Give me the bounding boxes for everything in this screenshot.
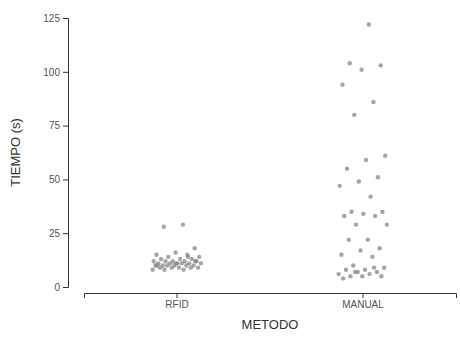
point bbox=[165, 263, 169, 267]
point bbox=[373, 214, 377, 218]
y-tick: 25 bbox=[49, 228, 68, 239]
point bbox=[152, 259, 156, 263]
point bbox=[166, 255, 170, 259]
point bbox=[379, 274, 383, 278]
point bbox=[336, 272, 340, 276]
point bbox=[380, 209, 384, 213]
point bbox=[199, 261, 203, 265]
point bbox=[352, 113, 356, 117]
point bbox=[340, 83, 344, 87]
point bbox=[159, 257, 163, 261]
point bbox=[342, 214, 346, 218]
point bbox=[181, 268, 185, 272]
x-axis-title: METODO bbox=[242, 317, 299, 332]
point bbox=[360, 274, 364, 278]
x-tick: MANUAL bbox=[342, 293, 384, 310]
y-tick-label: 0 bbox=[54, 282, 60, 293]
point bbox=[375, 270, 379, 274]
point bbox=[173, 250, 177, 254]
point bbox=[379, 63, 383, 67]
x-axis-line bbox=[85, 294, 457, 299]
point bbox=[358, 248, 362, 252]
point bbox=[155, 263, 159, 267]
point bbox=[193, 259, 197, 263]
point bbox=[363, 268, 367, 272]
point bbox=[163, 259, 167, 263]
y-tick-label: 25 bbox=[49, 228, 61, 239]
point bbox=[150, 268, 154, 272]
y-tick: 125 bbox=[43, 13, 68, 24]
point bbox=[177, 265, 181, 269]
y-tick: 75 bbox=[49, 120, 68, 131]
point bbox=[385, 222, 389, 226]
point bbox=[377, 246, 381, 250]
point bbox=[349, 209, 353, 213]
point bbox=[359, 67, 363, 71]
point bbox=[351, 263, 355, 267]
point bbox=[162, 268, 166, 272]
point bbox=[338, 184, 342, 188]
point bbox=[347, 237, 351, 241]
y-tick-mark bbox=[63, 179, 68, 180]
y-tick-label: 100 bbox=[43, 67, 60, 78]
point bbox=[154, 253, 158, 257]
point bbox=[353, 270, 357, 274]
y-axis: 0 25 50 75 100 125 bbox=[43, 13, 68, 293]
point bbox=[189, 265, 193, 269]
point bbox=[170, 265, 174, 269]
point bbox=[180, 261, 184, 265]
y-tick: 50 bbox=[49, 174, 68, 185]
point bbox=[376, 175, 380, 179]
point bbox=[348, 274, 352, 278]
y-tick-label: 75 bbox=[49, 120, 61, 131]
y-tick: 0 bbox=[54, 282, 68, 293]
point bbox=[181, 222, 185, 226]
point bbox=[348, 61, 352, 65]
point bbox=[174, 261, 178, 265]
point bbox=[382, 265, 386, 269]
x-axis: RFID MANUAL bbox=[85, 293, 457, 310]
point bbox=[162, 225, 166, 229]
point bbox=[178, 257, 182, 261]
y-axis-title: TIEMPO (s) bbox=[8, 118, 23, 187]
point bbox=[339, 253, 343, 257]
point bbox=[383, 154, 387, 158]
chart: 0 25 50 75 100 125 RFID MANUAL METODO TIEMPO (s) bbox=[0, 0, 460, 338]
point bbox=[371, 100, 375, 104]
points bbox=[150, 22, 389, 280]
x-tick-label: MANUAL bbox=[342, 299, 384, 310]
y-tick: 100 bbox=[43, 67, 68, 78]
point bbox=[197, 255, 201, 259]
y-tick-label: 125 bbox=[43, 13, 60, 24]
point bbox=[341, 276, 345, 280]
point bbox=[345, 166, 349, 170]
point bbox=[196, 265, 200, 269]
y-tick-mark bbox=[63, 287, 68, 288]
point bbox=[367, 272, 371, 276]
point bbox=[193, 246, 197, 250]
point bbox=[366, 237, 370, 241]
x-tick-mark bbox=[363, 293, 364, 298]
point bbox=[361, 212, 365, 216]
x-tick-mark bbox=[177, 293, 178, 298]
x-tick: RFID bbox=[165, 293, 188, 310]
y-tick-mark bbox=[63, 126, 68, 127]
point bbox=[370, 255, 374, 259]
point bbox=[372, 265, 376, 269]
y-tick-label: 50 bbox=[49, 174, 61, 185]
point bbox=[354, 222, 358, 226]
point bbox=[367, 22, 371, 26]
y-tick-mark bbox=[63, 72, 68, 73]
y-tick-mark bbox=[63, 18, 68, 19]
point bbox=[357, 179, 361, 183]
y-tick-mark bbox=[63, 233, 68, 234]
x-tick-label: RFID bbox=[165, 299, 188, 310]
y-axis-line bbox=[63, 19, 69, 288]
point bbox=[344, 268, 348, 272]
point bbox=[364, 158, 368, 162]
point bbox=[186, 255, 190, 259]
point bbox=[184, 263, 188, 267]
point bbox=[368, 194, 372, 198]
